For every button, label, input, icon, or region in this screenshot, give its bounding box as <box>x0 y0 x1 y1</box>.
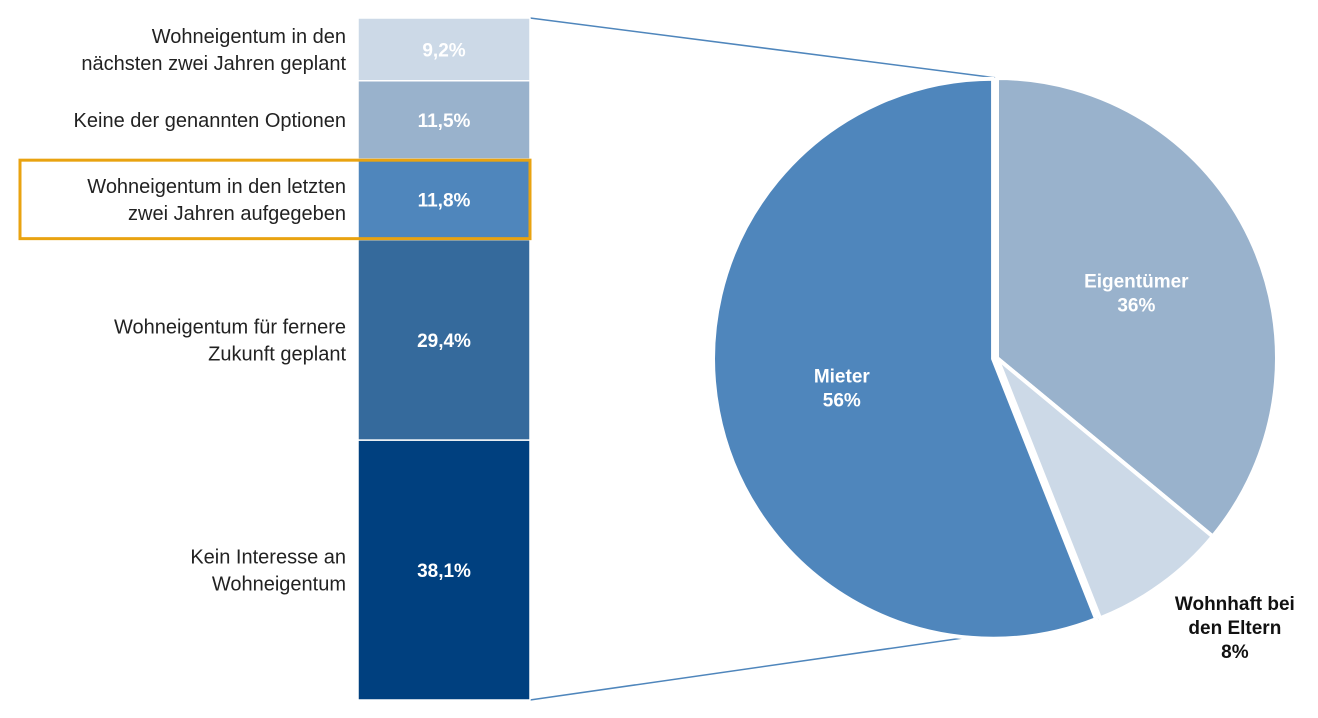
pie-data-labels: Eigentümer 36% Wohnhaft bei den Eltern 8% Mie… <box>814 271 1295 663</box>
bar-category-label-line: Kein Interesse an <box>190 547 346 569</box>
pie-slice-mieter <box>711 76 1099 641</box>
bar-category-label-wohneigentum-fuer-fernere-zukunft-geplant: Wohneigentum für fernere Zukunft geplant <box>114 316 346 365</box>
pie-slice-eigentuemer <box>995 76 1279 539</box>
bar-category-label-line: Wohneigentum in den letzten <box>87 176 346 198</box>
pie-label-line: 8% <box>1221 642 1249 663</box>
pie-label-line: Mieter <box>814 367 871 388</box>
bar-value-wohneigentum-in-den-letzten-zwei-jahren-aufgegeben: 11,8% <box>418 190 471 211</box>
bar-segment-wohneigentum-fuer-fernere-zukunft-geplant <box>357 238 531 441</box>
connector-line-top <box>529 17 998 79</box>
highlight-box-group <box>18 158 532 241</box>
bar-category-label-line: Wohneigentum <box>212 574 346 596</box>
pie-label-wohnhaft-bei-den-eltern: Wohnhaft bei den Eltern 8% <box>1175 594 1295 663</box>
bar-value-keine-der-genannten-optionen: 11,5% <box>418 111 471 132</box>
stacked-bar <box>357 17 531 701</box>
bar-category-label-line: Keine der genannten Optionen <box>74 110 346 132</box>
bar-category-label-kein-interesse-an-wohneigentum: Kein Interesse an Wohneigentum <box>190 547 346 596</box>
bar-value-wohneigentum-fuer-fernere-zukunft-geplant: 29,4% <box>417 331 471 352</box>
bar-category-label-keine-der-genannten-optionen: Keine der genannten Optionen <box>74 110 346 132</box>
bar-value-kein-interesse-an-wohneigentum: 38,1% <box>417 561 471 582</box>
bar-value-wohneigentum-in-den-naechsten-zwei-jahren-geplant: 9,2% <box>422 40 465 61</box>
bar-category-label-wohneigentum-in-den-naechsten-zwei-jahren-geplant: Wohneigentum in den nächsten zwei Jahren … <box>81 26 346 75</box>
pie-label-line: den Eltern <box>1188 618 1281 639</box>
bar-category-label-wohneigentum-in-den-letzten-zwei-jahren-aufgegeben: Wohneigentum in den letzten zwei Jahren a… <box>87 176 346 225</box>
bar-data-labels: 9,2% 11,5% 11,8% 29,4% 38,1% <box>417 40 471 582</box>
bar-segment-wohneigentum-in-den-naechsten-zwei-jahren-geplant <box>357 17 531 82</box>
pie-slice-wohnhaft-bei-den-eltern <box>995 356 1215 621</box>
pie-label-line: Eigentümer <box>1084 271 1189 292</box>
pie-label-mieter: Mieter 56% <box>814 367 871 412</box>
bar-category-label-line: Wohneigentum in den <box>152 26 346 48</box>
bar-segment-wohneigentum-in-den-letzten-zwei-jahren-aufgegeben <box>357 158 531 241</box>
bar-category-label-line: nächsten zwei Jahren geplant <box>81 53 346 75</box>
bar-category-label-line: Zukunft geplant <box>208 343 346 365</box>
bar-category-label-line: zwei Jahren aufgegeben <box>128 203 346 225</box>
bar-segment-keine-der-genannten-optionen <box>357 79 531 160</box>
bar-category-label-line: Wohneigentum für fernere <box>114 316 346 338</box>
highlight-box <box>18 158 532 241</box>
pie-label-line: 56% <box>823 391 861 412</box>
pie-chart <box>711 76 1279 641</box>
pie-label-eigentuemer: Eigentümer 36% <box>1084 271 1189 316</box>
pie-label-line: 36% <box>1117 295 1155 316</box>
bar-segment-kein-interesse-an-wohneigentum <box>357 439 531 701</box>
bar-category-labels: Wohneigentum in den nächsten zwei Jahren … <box>74 26 347 596</box>
pie-label-line: Wohnhaft bei <box>1175 594 1295 615</box>
